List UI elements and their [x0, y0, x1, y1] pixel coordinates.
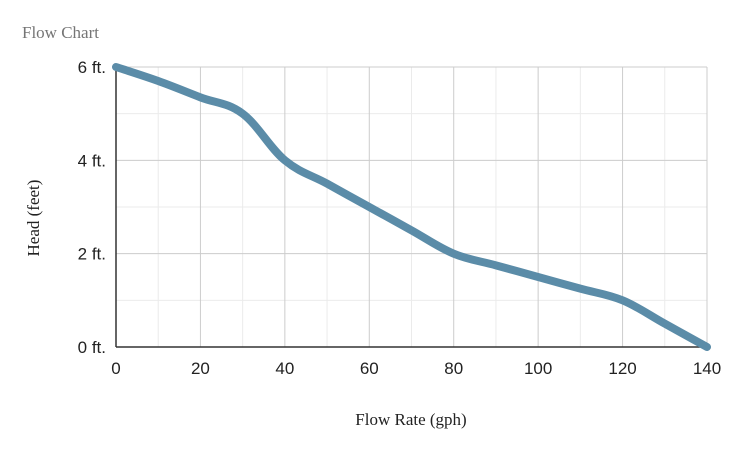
chart-title: Flow Chart [22, 23, 99, 42]
series-layer [112, 63, 711, 351]
x-tick-label: 80 [444, 359, 463, 378]
x-tick-label: 0 [111, 359, 120, 378]
y-tick-label: 2 ft. [78, 245, 106, 264]
x-tick-labels: 0 20 40 60 80 100 120 140 [111, 359, 721, 378]
y-axis-label: Head (feet) [24, 180, 43, 257]
y-tick-labels: 0 ft. 2 ft. 4 ft. 6 ft. [78, 58, 106, 357]
x-tick-label: 60 [360, 359, 379, 378]
series-line-head [112, 63, 711, 351]
y-tick-label: 6 ft. [78, 58, 106, 77]
x-tick-label: 20 [191, 359, 210, 378]
x-tick-label: 100 [524, 359, 552, 378]
axes [115, 67, 707, 348]
minor-grid [116, 67, 707, 347]
x-axis-label: Flow Rate (gph) [355, 410, 466, 429]
y-tick-label: 4 ft. [78, 151, 106, 170]
y-tick-label: 0 ft. [78, 338, 106, 357]
x-tick-label: 140 [693, 359, 721, 378]
x-tick-label: 40 [275, 359, 294, 378]
x-tick-label: 120 [608, 359, 636, 378]
